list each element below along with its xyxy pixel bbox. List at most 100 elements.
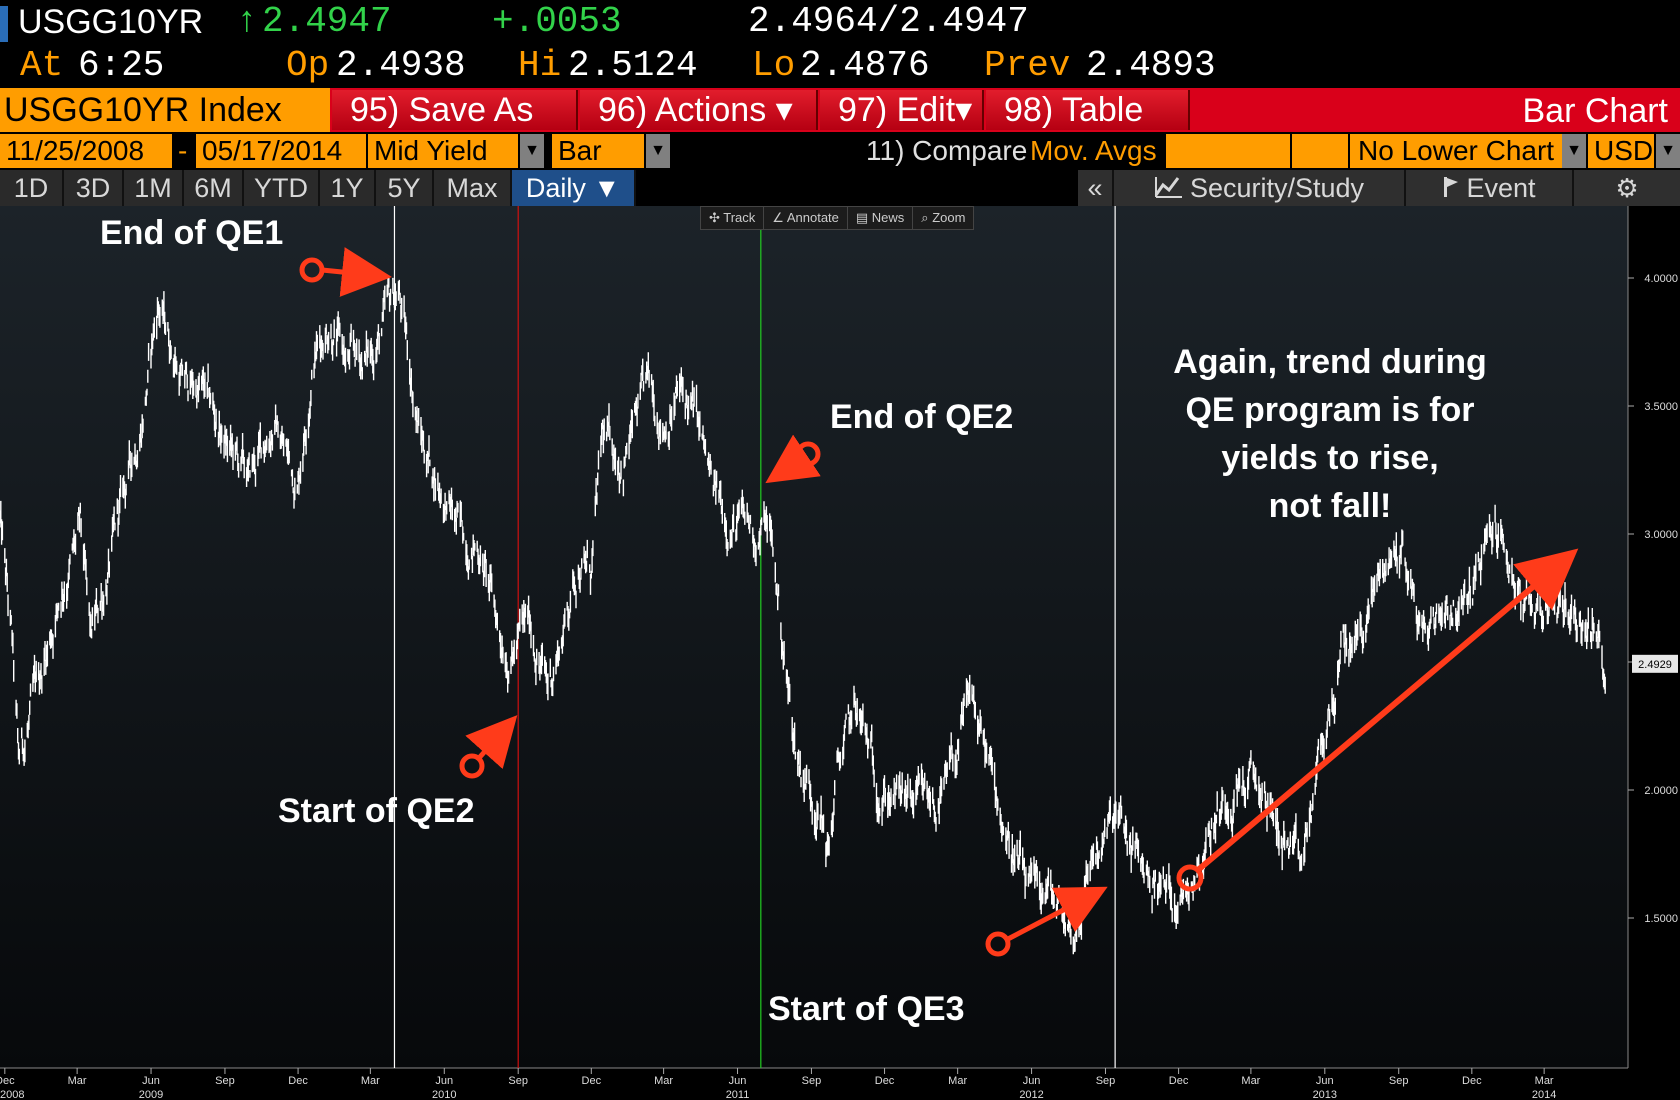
range-1y[interactable]: 1Y — [320, 170, 376, 206]
x-tick-label: Dec — [1462, 1075, 1482, 1087]
lower-chart-dropdown-icon[interactable]: ▼ — [1562, 134, 1586, 168]
security-study-label: Security/Study — [1189, 173, 1365, 203]
compare-button[interactable]: 11) Compare — [866, 135, 1028, 166]
x-tick-label: Jun — [1316, 1075, 1334, 1087]
x-tick-label: Mar — [1241, 1075, 1260, 1087]
trend-arrow — [1176, 548, 1579, 892]
x-tick-label: Dec — [288, 1075, 308, 1087]
high-label: Hi — [518, 45, 562, 86]
table-button[interactable]: 98) Table — [986, 90, 1190, 130]
range-ytd[interactable]: YTD — [244, 170, 320, 206]
qe2-end-label: End of QE2 — [830, 398, 1014, 436]
ticker-symbol: USGG10YR — [18, 3, 204, 41]
range-3d[interactable]: 3D — [64, 170, 124, 206]
security-study-button[interactable]: Security/Study — [1114, 170, 1406, 206]
chart-style-select[interactable]: Bar — [552, 134, 644, 168]
trend-note: Again, trend during QE program is for yi… — [1130, 338, 1530, 530]
currency-select[interactable]: USD — [1588, 134, 1654, 168]
range-5y[interactable]: 5Y — [376, 170, 434, 206]
save-as-button[interactable]: 95) Save As — [332, 90, 578, 130]
prev-label: Prev — [984, 45, 1071, 86]
qe3-start-label: Start of QE3 — [768, 990, 965, 1028]
chart-params-bar: 11/25/2008 - 05/17/2014 Mid Yield ▼ Bar … — [0, 132, 1680, 170]
low-label: Lo — [752, 45, 796, 86]
range-bar: 1D 3D 1M 6M YTD 1Y 5Y Max Daily ▼ « Secu… — [0, 170, 1680, 206]
y-tick-label: 4.0000 — [1644, 273, 1678, 285]
field-dropdown-icon[interactable]: ▼ — [520, 134, 544, 168]
study-slot-1[interactable] — [1166, 134, 1290, 168]
x-tick-label: Jun — [1023, 1075, 1041, 1087]
actions-button[interactable]: 96) Actions ▾ — [580, 90, 818, 130]
range-max[interactable]: Max — [434, 170, 512, 206]
event-button[interactable]: Event — [1406, 170, 1574, 206]
start-date-input[interactable]: 11/25/2008 — [0, 134, 172, 168]
x-tick-label: Sep — [215, 1075, 235, 1087]
range-6m[interactable]: 6M — [184, 170, 244, 206]
x-tick-label: Mar — [68, 1075, 87, 1087]
net-change: +.0053 — [492, 1, 622, 42]
news-button[interactable]: ▤ News — [848, 207, 914, 229]
currency-dropdown-icon[interactable]: ▼ — [1656, 134, 1680, 168]
field-select[interactable]: Mid Yield — [368, 134, 518, 168]
track-button[interactable]: ✣ Track — [701, 207, 765, 229]
edit-button[interactable]: 97) Edit▾ — [820, 90, 984, 130]
x-tick-label: Jun — [142, 1075, 160, 1087]
qe1-end-label: End of QE1 — [100, 214, 284, 252]
x-year-label: 2011 — [726, 1089, 750, 1100]
x-tick-label: Sep — [508, 1075, 528, 1087]
x-tick-label: Mar — [948, 1075, 967, 1087]
open-label: Op — [286, 45, 330, 86]
lower-chart-select[interactable]: No Lower Chart — [1352, 134, 1562, 168]
time-label: At — [20, 45, 64, 86]
ticker-marker — [0, 6, 8, 42]
security-field[interactable]: USGG10YR Index — [0, 88, 330, 132]
style-dropdown-icon[interactable]: ▼ — [646, 134, 670, 168]
collapse-panel-button[interactable]: « — [1078, 170, 1114, 206]
x-tick-label: Sep — [1389, 1075, 1409, 1087]
y-tick-label: 1.5000 — [1644, 913, 1678, 925]
date-range-dash: - — [178, 135, 188, 166]
x-year-label: 2008 — [0, 1089, 24, 1100]
range-1m[interactable]: 1M — [124, 170, 184, 206]
end-date-input[interactable]: 05/17/2014 — [196, 134, 366, 168]
x-tick-label: Mar — [361, 1075, 380, 1087]
annotate-button[interactable]: ∠ Annotate — [764, 207, 848, 229]
plot-background — [0, 206, 1628, 1068]
trend-note-line: not fall! — [1268, 487, 1392, 525]
last-value-label: 2.4929 — [1638, 659, 1672, 671]
x-tick-label: Sep — [802, 1075, 822, 1087]
x-year-label: 2014 — [1532, 1089, 1556, 1100]
period-select[interactable]: Daily ▼ — [512, 170, 636, 206]
qe1-end-arrow — [299, 247, 392, 297]
trend-note-line: yields to rise, — [1221, 439, 1439, 477]
x-tick-label: Jun — [435, 1075, 453, 1087]
function-bar: USGG10YR Index 95) Save As 96) Actions ▾… — [0, 88, 1680, 132]
quote-row-2: At 6:25 Op 2.4938 Hi 2.5124 Lo 2.4876 Pr… — [0, 44, 1680, 88]
x-tick-label: Dec — [582, 1075, 602, 1087]
chart-study-icon — [1154, 172, 1184, 208]
y-tick-label: 3.0000 — [1644, 529, 1678, 541]
range-1d[interactable]: 1D — [0, 170, 64, 206]
study-slot-2[interactable] — [1292, 134, 1348, 168]
qe2-start-arrow — [459, 715, 518, 779]
up-arrow-icon: ↑ — [236, 1, 258, 42]
x-year-label: 2013 — [1313, 1089, 1337, 1100]
moving-averages-button[interactable]: Mov. Avgs — [1030, 135, 1157, 166]
y-tick-label: 2.0000 — [1644, 785, 1678, 797]
screen-title: Bar Chart — [1522, 92, 1669, 130]
x-year-label: 2010 — [432, 1089, 456, 1100]
x-axis-background — [0, 1068, 1680, 1100]
x-tick-label: Dec — [875, 1075, 895, 1087]
qe3-start-arrow — [985, 886, 1108, 957]
quote-row-1: USGG10YR ↑ 2.4947 +.0053 2.4964/2.4947 — [0, 0, 1680, 44]
qe2-start-label: Start of QE2 — [278, 792, 475, 830]
open-value: 2.4938 — [336, 45, 466, 86]
gear-icon[interactable]: ⚙ — [1574, 170, 1680, 206]
x-tick-label: Jun — [729, 1075, 747, 1087]
event-label: Event — [1466, 173, 1536, 203]
zoom-button[interactable]: ⌕ Zoom — [921, 210, 966, 225]
chart-toolbar: ✣ Track ∠ Annotate ▤ News ⌕ Zoom — [700, 206, 975, 230]
high-value: 2.5124 — [568, 45, 698, 86]
trend-note-line: QE program is for — [1185, 391, 1475, 429]
